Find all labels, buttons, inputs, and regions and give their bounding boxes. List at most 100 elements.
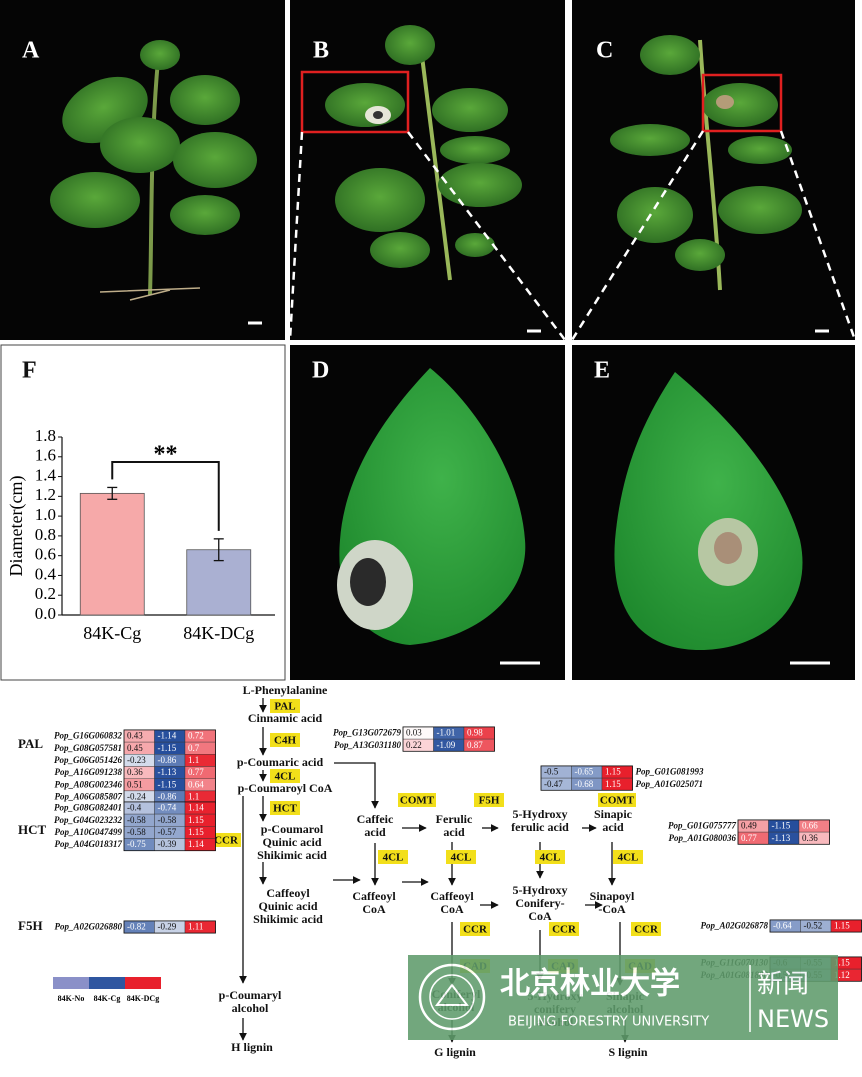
- x-tick-label: 84K-Cg: [83, 623, 141, 643]
- heatmap-value: -0.5: [544, 767, 559, 777]
- heatmap-group: PAL: [18, 736, 43, 751]
- gene-name: Pop_A06G085807: [55, 792, 123, 802]
- heatmap-value: -0.52: [804, 921, 823, 931]
- pathway-node: Shikimic acid: [253, 912, 323, 926]
- heatmap-value: 0.64: [188, 779, 204, 789]
- enzyme-label: 4CL: [275, 771, 296, 783]
- watermark-news-cn: 新闻: [757, 970, 809, 1000]
- enzyme-box: [474, 793, 504, 807]
- pathway-node: acid: [602, 820, 624, 834]
- y-tick-label: 1.4: [35, 465, 57, 484]
- pathway-node: Ferulic: [436, 812, 473, 826]
- pathway-node: CoA: [362, 902, 386, 916]
- enzyme-box: [211, 833, 241, 847]
- enzyme-label: C4H: [274, 735, 296, 747]
- pathway-node: CoA: [440, 902, 464, 916]
- enzyme-box: [535, 850, 565, 864]
- photo-b: [288, 0, 566, 341]
- gene-name: Pop_A08G002346: [55, 779, 123, 789]
- enzyme-label: 4CL: [383, 852, 404, 864]
- heatmap-border: [737, 819, 830, 845]
- gene-name: Pop_A02G026878: [701, 921, 769, 931]
- heatmap-value: 1.15: [605, 779, 621, 789]
- heatmap-value: -1.14: [158, 731, 177, 741]
- photo-e: [572, 345, 855, 680]
- heatmap-value: -0.57: [158, 827, 177, 837]
- heatmap-value: -0.58: [158, 815, 177, 825]
- enzyme-box: [446, 850, 476, 864]
- pathway-node: alcohol: [232, 1001, 269, 1015]
- heatmap-value: -0.23: [127, 755, 146, 765]
- heatmap-value: 0.7: [188, 743, 200, 753]
- y-tick-label: 0.4: [35, 564, 57, 583]
- enzyme-box: [613, 850, 643, 864]
- pathway-node: Caffeic: [357, 812, 394, 826]
- gene-name: Pop_A01G080036: [669, 833, 737, 843]
- heatmaps: PAL 0.43 -1.14 0.72 Pop_G16G060832 0.45 -1.15 0…: [18, 726, 862, 982]
- heatmap-border: [123, 801, 216, 852]
- heatmap-value: 1.14: [188, 803, 204, 813]
- bar-chart: 0.00.20.40.60.81.01.21.41.61.8 Diameter(c…: [6, 426, 275, 643]
- heatmap-value: 0.66: [802, 821, 818, 831]
- pathway-node: Caffeoyl: [266, 886, 310, 900]
- enzyme-label: F5H: [479, 795, 500, 807]
- pathway-node: p-Coumaryl: [219, 988, 282, 1002]
- heatmap-value: -0.4: [127, 803, 142, 813]
- enzyme-box: [398, 793, 436, 807]
- y-tick-label: 1.0: [35, 505, 56, 524]
- enzyme-box: [270, 769, 300, 783]
- heatmap-value: -1.09: [437, 740, 456, 750]
- heatmap-value: -1.15: [158, 779, 177, 789]
- gene-name: Pop_A02G026880: [55, 922, 123, 932]
- legend-swatch: [89, 977, 125, 989]
- enzyme-box: [631, 922, 661, 936]
- heatmap-value: 1.1: [188, 755, 199, 765]
- enzyme-box: [460, 922, 490, 936]
- heatmap-value: -1.15: [158, 743, 177, 753]
- pathway-node: acid: [364, 825, 386, 839]
- pathway-node: L-Phenylalanine: [243, 683, 328, 697]
- panel-label: E: [594, 358, 610, 384]
- enzyme-box: [549, 922, 579, 936]
- pathway-node: Quinic acid: [258, 899, 317, 913]
- heatmap-value: 1.15: [605, 767, 621, 777]
- photo-c: [570, 0, 857, 341]
- heatmap-value: 0.03: [406, 728, 422, 738]
- pathway-node: S lignin: [608, 1045, 647, 1059]
- heatmap-value: 0.22: [406, 740, 422, 750]
- gene-name: Pop_G13G072679: [333, 728, 401, 738]
- heatmap-value: -1.13: [772, 833, 791, 843]
- heatmap-value: 0.87: [467, 740, 483, 750]
- enzyme-label: COMT: [400, 795, 435, 807]
- heatmap-group: F5H: [18, 918, 43, 933]
- y-tick-label: 1.6: [35, 446, 56, 465]
- enzyme-label: PAL: [274, 701, 295, 713]
- heatmap-value: 0.98: [467, 728, 483, 738]
- y-tick-label: 1.2: [35, 485, 56, 504]
- enzyme-label: CCR: [463, 924, 488, 936]
- pathway-node: p-Coumarol: [261, 822, 324, 836]
- y-tick-label: 0.2: [35, 584, 56, 603]
- heatmap-value: -0.29: [158, 922, 177, 932]
- heatmap-value: 0.77: [741, 833, 757, 843]
- heatmap-value: -1.13: [158, 767, 177, 777]
- gene-name: Pop_A10G047499: [55, 827, 123, 837]
- heatmap-value: 1.15: [834, 921, 850, 931]
- heatmap-value: -1.15: [772, 821, 791, 831]
- y-tick-label: 0.8: [35, 525, 56, 544]
- enzyme-box: [378, 850, 408, 864]
- enzyme-label: CCR: [214, 835, 239, 847]
- pathway-node: Shikimic acid: [257, 848, 327, 862]
- pathway-node: Caffeoyl: [352, 889, 396, 903]
- panel-label: C: [596, 38, 613, 64]
- pathway-node: Sinapoyl: [590, 889, 635, 903]
- gene-name: Pop_A01G025071: [636, 779, 704, 789]
- bar: [79, 492, 145, 616]
- heatmap-value: 1.11: [188, 922, 203, 932]
- enzyme-label: CCR: [552, 924, 577, 936]
- enzyme-box: [270, 699, 300, 713]
- photo-a: [0, 0, 285, 340]
- heatmap-border: [540, 765, 633, 791]
- gene-name: Pop_G08G082401: [54, 803, 122, 813]
